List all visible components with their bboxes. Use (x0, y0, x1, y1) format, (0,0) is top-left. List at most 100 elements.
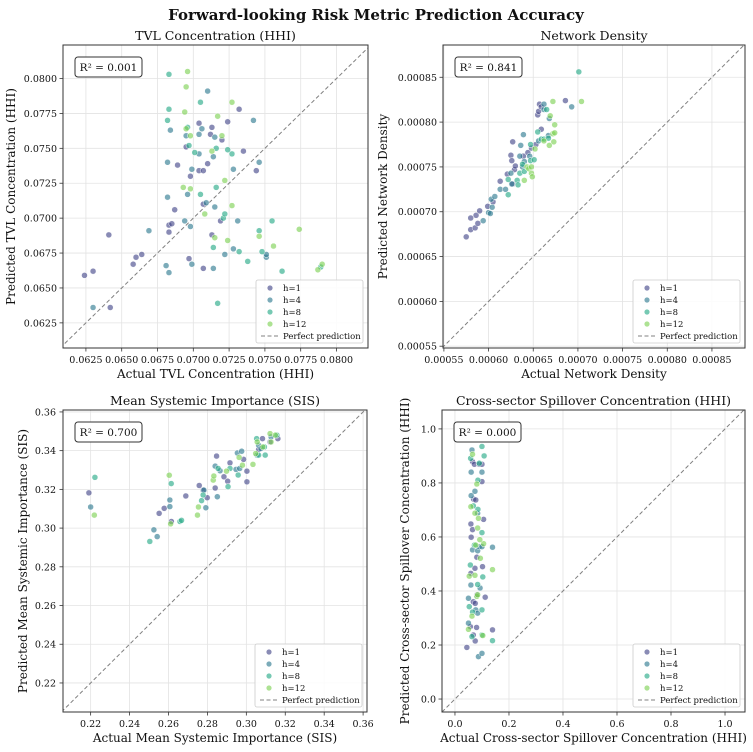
y-tick-label: 0.2 (421, 641, 436, 652)
data-point-h1 (562, 97, 569, 104)
legend-label: h=1 (660, 284, 678, 294)
legend-label: Perfect prediction (283, 332, 361, 342)
x-tick-label: 0.36 (353, 719, 374, 730)
data-point-h1 (243, 467, 251, 475)
data-point-h8 (489, 637, 496, 644)
data-point-h12 (235, 454, 243, 461)
data-point-h4 (164, 159, 171, 166)
data-point-h1 (253, 167, 260, 174)
legend: h=1 h=4 h=8 h=12 Perfect prediction (255, 279, 364, 344)
legend-label: h=4 (660, 296, 678, 306)
legend-marker (644, 649, 650, 655)
data-point-h12 (253, 438, 261, 446)
data-point-h12 (466, 572, 473, 580)
data-point-h12 (182, 125, 190, 133)
data-point-h12 (474, 591, 481, 599)
data-point-h1 (243, 478, 251, 486)
data-point-h4 (210, 153, 217, 160)
legend-marker (644, 673, 650, 679)
x-tick-label: 0.0775 (284, 355, 317, 366)
x-tick-label: 0.2 (501, 719, 516, 730)
x-tick-label: 0.0700 (177, 355, 210, 366)
legend-label: Perfect prediction (660, 696, 738, 706)
data-point-h1 (471, 637, 479, 645)
y-tick-label: 0.0750 (24, 144, 57, 155)
data-point-h4 (210, 265, 217, 272)
data-point-h8 (514, 181, 522, 189)
data-point-h12 (479, 632, 487, 639)
data-point-h4 (568, 103, 575, 111)
data-point-h4 (230, 166, 237, 173)
data-point-h4 (478, 650, 486, 657)
data-point-h4 (479, 217, 487, 224)
data-point-h12 (528, 163, 535, 171)
y-tick-label: 1.0 (421, 424, 436, 435)
y-tick-label: 0.00065 (398, 252, 437, 263)
data-point-h1 (508, 157, 516, 164)
legend-label: h=1 (282, 648, 300, 658)
data-point-h1 (474, 220, 482, 227)
figure-title: Forward-looking Risk Metric Prediction A… (168, 6, 585, 24)
subplot-title: Cross-sector Spillover Concentration (HH… (456, 393, 731, 408)
subplot-3: Mean Systemic Importance (SIS) 0.22 0.24 0.… (16, 393, 374, 745)
data-point-h12 (489, 566, 496, 573)
y-axis-label: Predicted Network Density (376, 114, 390, 280)
data-point-h1 (182, 492, 190, 500)
data-point-h4 (467, 492, 475, 499)
legend: h=1 h=4 h=8 h=12 Perfect prediction (254, 643, 363, 708)
y-axis-label: Predicted Cross-sector Spillover Concent… (398, 398, 412, 725)
data-point-h12 (166, 471, 173, 479)
data-point-h4 (188, 166, 196, 173)
data-point-h12 (546, 142, 553, 149)
data-point-h4 (517, 142, 524, 149)
data-point-h4 (250, 117, 257, 124)
data-point-h4 (165, 269, 173, 276)
y-tick-label: 0.00080 (398, 118, 437, 129)
data-point-h1 (208, 124, 216, 131)
perfect-prediction-line (443, 45, 745, 348)
data-point-h4 (89, 304, 97, 311)
legend-marker (644, 285, 650, 291)
data-point-h12 (467, 503, 475, 510)
x-tick-label: 0.0800 (320, 355, 353, 366)
data-point-h1 (211, 484, 219, 492)
data-point-h8 (478, 529, 486, 536)
y-tick-label: 0.4 (421, 586, 436, 597)
data-point-h4 (162, 262, 170, 269)
data-point-h8 (214, 465, 222, 472)
data-point-h4 (204, 87, 211, 95)
legend-label: h=12 (660, 684, 683, 694)
data-point-h12 (546, 112, 554, 120)
data-point-h12 (182, 83, 190, 91)
data-point-h1 (226, 459, 234, 467)
data-point-h4 (502, 186, 509, 193)
data-point-h12 (476, 536, 484, 543)
x-tick-label: 0.00055 (424, 355, 463, 366)
y-tick-label: 0.0775 (24, 109, 57, 120)
data-point-h1 (85, 489, 93, 497)
data-point-h12 (465, 626, 472, 633)
data-point-h8 (466, 603, 473, 610)
data-point-h8 (478, 443, 486, 450)
legend-marker (267, 321, 273, 327)
data-point-h8 (210, 244, 217, 251)
legend-label: h=4 (282, 660, 300, 670)
data-point-h8 (165, 71, 173, 78)
data-point-h8 (197, 98, 204, 106)
data-point-h1 (105, 231, 113, 239)
data-point-h1 (235, 105, 243, 113)
y-tick-label: 0.22 (35, 678, 56, 689)
data-point-h12 (187, 132, 194, 140)
data-point-h4 (465, 595, 472, 602)
x-tick-label: 0.32 (275, 719, 296, 730)
data-point-h1 (155, 510, 163, 517)
x-axis-label: Actual Cross-sector Spillover Concentrat… (439, 731, 747, 745)
data-point-h12 (194, 511, 201, 519)
y-tick-label: 0.0800 (24, 74, 57, 85)
data-point-h12 (531, 145, 539, 153)
legend-marker (644, 321, 650, 327)
data-point-h8 (199, 491, 207, 499)
data-point-h8 (467, 561, 474, 569)
data-point-h8 (228, 150, 236, 158)
data-point-h12 (471, 572, 479, 579)
